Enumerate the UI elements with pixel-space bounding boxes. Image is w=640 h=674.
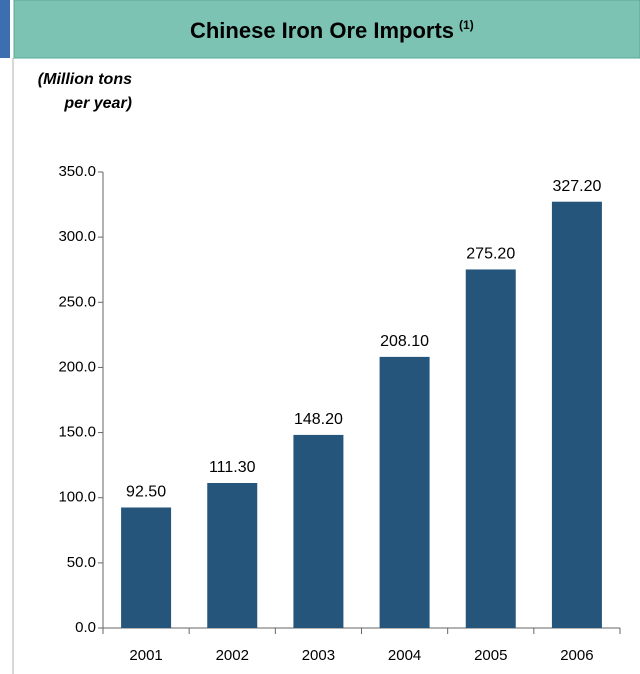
header-bar	[13, 0, 640, 59]
y-tick-label: 100.0	[58, 489, 96, 506]
data-label: 92.50	[126, 484, 166, 501]
title-note: (1)	[459, 18, 474, 32]
x-tick-label: 2005	[474, 647, 507, 664]
bar	[379, 356, 430, 628]
x-tick-label: 2001	[129, 647, 162, 664]
side-accent	[0, 0, 10, 58]
y-tick-label: 250.0	[58, 293, 96, 310]
y-tick-label: 300.0	[58, 228, 96, 245]
bar	[207, 482, 258, 628]
data-label: 148.20	[294, 411, 343, 428]
chart-title: Chinese Iron Ore Imports	[190, 18, 454, 43]
y-tick-label: 150.0	[58, 424, 96, 441]
x-tick-label: 2002	[216, 647, 249, 664]
y-axis-label: (Million tons per year)	[37, 71, 132, 112]
y-tick-label: 200.0	[58, 358, 96, 375]
data-label: 111.30	[209, 459, 256, 476]
bar	[551, 201, 602, 628]
data-label: 327.20	[552, 178, 601, 195]
x-tick-label: 2003	[302, 647, 335, 664]
data-label: 208.10	[380, 333, 429, 350]
bar	[465, 269, 516, 628]
data-label: 275.20	[466, 246, 515, 263]
x-tick-label: 2006	[560, 647, 593, 664]
bar	[293, 434, 344, 628]
x-tick-label: 2004	[388, 647, 421, 664]
bar	[121, 507, 172, 628]
y-tick-label: 50.0	[67, 554, 96, 571]
y-tick-label: 350.0	[58, 163, 96, 180]
y-tick-label: 0.0	[75, 619, 96, 636]
